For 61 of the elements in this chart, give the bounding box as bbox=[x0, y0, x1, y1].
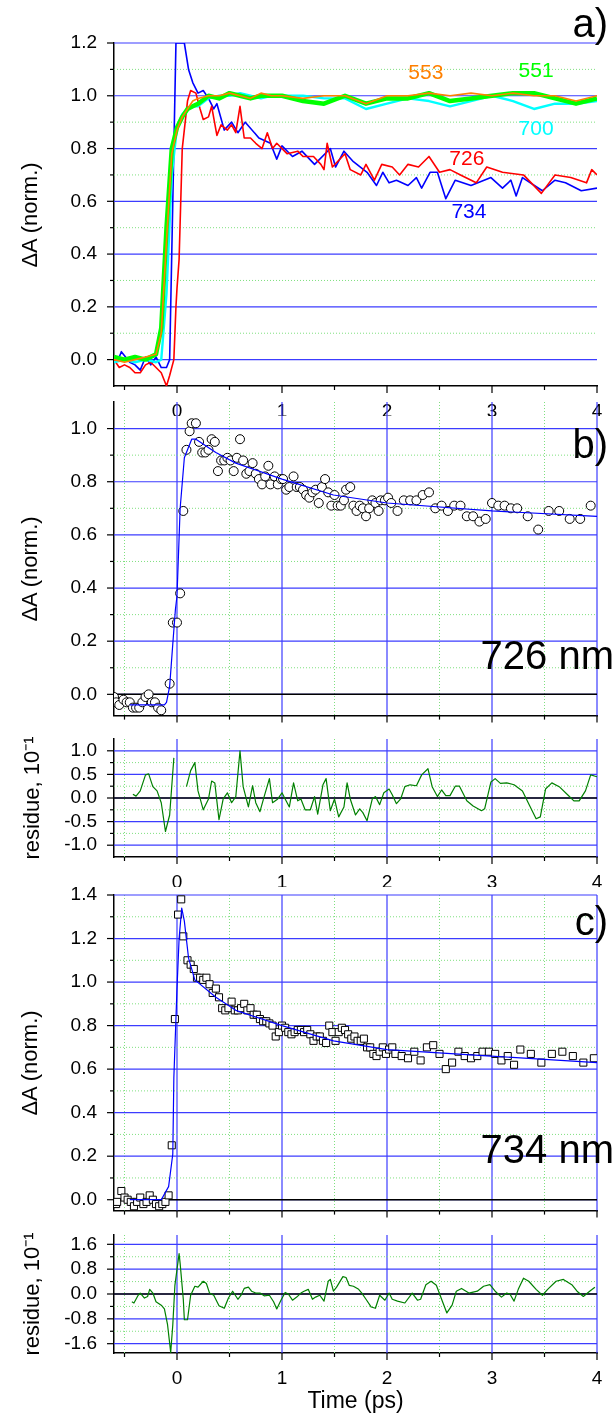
x-tick-label: 1 bbox=[276, 399, 288, 421]
y-tick-label: 0.8 bbox=[70, 1013, 97, 1035]
y-tick-label: 0.2 bbox=[70, 295, 97, 317]
y-axis-title: ΔA (norm.) bbox=[17, 161, 43, 268]
y-tick-label: 1.0 bbox=[70, 970, 97, 992]
series-label: 551 bbox=[518, 57, 554, 81]
y-tick-label: 0.2 bbox=[70, 1144, 97, 1166]
y-tick-label: -0.5 bbox=[64, 809, 97, 831]
y-tick-label: 0.6 bbox=[70, 523, 97, 545]
y-tick-label: 0.0 bbox=[70, 786, 97, 808]
y-tick-label: 1.0 bbox=[70, 416, 97, 438]
annotation: 726 nm bbox=[480, 632, 614, 677]
y-tick-label: 0.6 bbox=[70, 189, 97, 211]
x-tick-label: 2 bbox=[381, 1366, 393, 1388]
y-tick-label: 0.4 bbox=[70, 242, 98, 264]
y-tick-label: 1.4 bbox=[70, 883, 98, 905]
y-tick-label: 0.6 bbox=[70, 1057, 97, 1079]
series-label: 734 bbox=[451, 198, 487, 222]
text: b) bbox=[572, 422, 608, 466]
x-tick-label: 1 bbox=[276, 1366, 288, 1388]
chart-title: c) bbox=[574, 899, 608, 943]
series-label: 553 bbox=[408, 59, 444, 83]
y-tick-label: 0.0 bbox=[70, 1282, 97, 1304]
x-tick-label: 4 bbox=[591, 1366, 603, 1388]
y-axis-title: ΔA (norm.) bbox=[17, 516, 43, 622]
y-tick-label: 0.5 bbox=[70, 762, 97, 784]
x-tick-label: 0 bbox=[171, 399, 183, 421]
y-tick-label: 0.8 bbox=[70, 469, 97, 491]
y-axis-title: residue, 10⁻¹ bbox=[18, 736, 45, 860]
y-tick-label: 1.2 bbox=[70, 926, 97, 948]
y-tick-label: 0.0 bbox=[70, 1187, 97, 1209]
x-tick-label: 0 bbox=[171, 1366, 183, 1388]
y-tick-label: 0.4 bbox=[70, 576, 98, 598]
x-tick-label: 3 bbox=[486, 870, 498, 892]
y-tick-label: 1.0 bbox=[70, 739, 97, 761]
y-tick-label: 0.8 bbox=[70, 136, 97, 158]
y-tick-label: -1.0 bbox=[64, 833, 97, 855]
x-tick-label: 0 bbox=[171, 870, 183, 892]
x-tick-label: 2 bbox=[381, 399, 393, 421]
x-tick-label: 4 bbox=[591, 870, 603, 892]
y-tick-label: 0.4 bbox=[70, 1100, 98, 1122]
chart-title: a) bbox=[572, 1, 608, 45]
y-tick-label: 0.8 bbox=[70, 1257, 97, 1279]
y-tick-label: 1.6 bbox=[70, 1232, 97, 1254]
x-axis-title: Time (ps) bbox=[307, 1386, 404, 1413]
series-label: 726 bbox=[449, 145, 485, 169]
y-tick-label: -0.8 bbox=[64, 1307, 97, 1329]
x-tick-label: 4 bbox=[591, 399, 603, 421]
y-tick-label: 0.0 bbox=[70, 682, 97, 704]
x-tick-label: 2 bbox=[381, 870, 393, 892]
y-axis-title: ΔA (norm.) bbox=[17, 1010, 43, 1116]
y-tick-label: 1.0 bbox=[70, 84, 97, 105]
x-tick-label: 3 bbox=[486, 399, 498, 421]
x-tick-label: 1 bbox=[276, 870, 288, 892]
series-label: 700 bbox=[518, 116, 554, 140]
x-tick-label: 3 bbox=[486, 1366, 498, 1388]
y-tick-label: 1.2 bbox=[70, 31, 97, 53]
y-axis-title: residue, 10⁻¹ bbox=[18, 1232, 45, 1356]
y-tick-label: 0.0 bbox=[70, 347, 97, 369]
y-tick-label: 0.2 bbox=[70, 629, 97, 651]
y-tick-label: -1.6 bbox=[64, 1331, 97, 1353]
